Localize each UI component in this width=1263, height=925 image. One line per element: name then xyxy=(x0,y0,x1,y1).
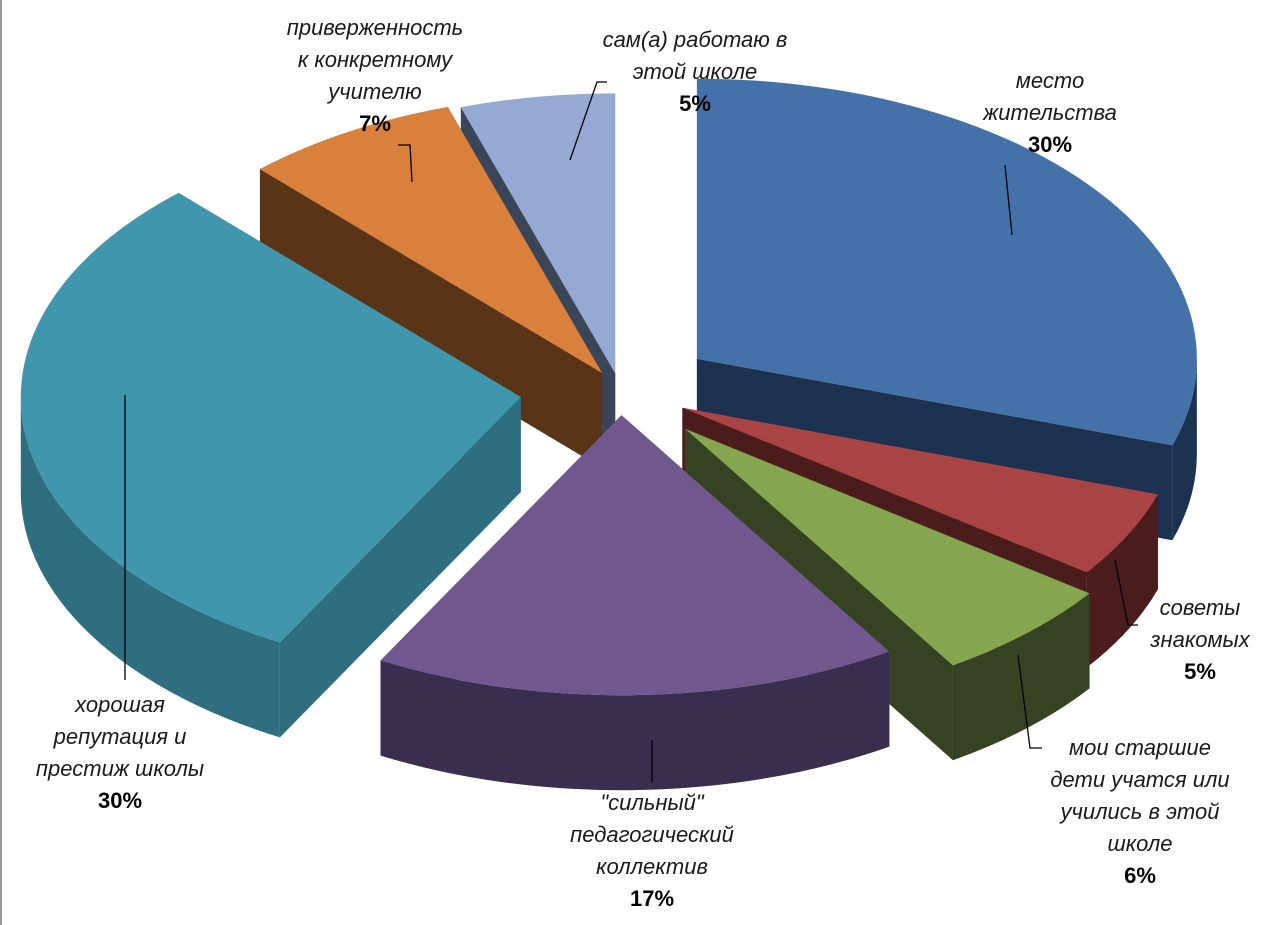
slice-label-text-4-1: репутация и xyxy=(53,724,187,749)
pie-slice-wall-5-0 xyxy=(259,169,603,469)
pie-slice-top-хорошая-репутация-и-престиж-школы xyxy=(20,192,521,643)
pie-slice-rim-1-0 xyxy=(1086,494,1158,668)
slice-label-text-0-0: место xyxy=(1016,68,1084,93)
slice-label-text-6-0: сам(а) работаю в xyxy=(603,27,788,52)
slice-label-text-3-2: коллектив xyxy=(596,854,708,879)
slice-percent-0: 30% xyxy=(1028,132,1072,157)
pie-slice-top-советы-знакомых xyxy=(682,407,1158,573)
slice-label-text-2-0: мои старшие xyxy=(1069,735,1211,760)
slice-label-text-4-2: престиж школы xyxy=(36,756,204,781)
pie-slice-3 xyxy=(380,415,890,791)
slice-label-text-5-2: учителю xyxy=(326,79,421,104)
pie-slice-top-приверженность-к-конкретному-учителю xyxy=(259,106,603,374)
leader-line-5 xyxy=(398,144,413,183)
pie-slice-top-место-жительства xyxy=(696,78,1197,446)
slice-label-text-5-1: к конкретному xyxy=(298,47,454,72)
leader-line-2 xyxy=(1017,654,1042,749)
slice-percent-4: 30% xyxy=(98,788,142,813)
pie-slice-top-сам-а-работаю-в-этой-школе xyxy=(460,93,616,374)
leader-line-1 xyxy=(1114,559,1138,626)
pie-slice-4 xyxy=(20,192,521,738)
chart-frame-border xyxy=(0,0,2,925)
pie-slice-rim-4-0 xyxy=(20,397,280,738)
data-label-5: приверженность к конкретному учителю 7% xyxy=(287,15,464,183)
slice-label-text-4-0: хорошая xyxy=(74,692,165,717)
slice-percent-2: 6% xyxy=(1124,863,1156,888)
data-label-4: хорошая репутация и престиж школы 30% xyxy=(36,395,204,813)
slice-percent-6: 5% xyxy=(679,91,711,116)
pie-slice-rim-3-0 xyxy=(380,651,890,791)
slice-label-text-2-2: учились в этой xyxy=(1059,799,1220,824)
pie-slice-top-мои-старшие-дети-учатся-или-учились-в-этой-школе xyxy=(685,428,1090,666)
slice-percent-5: 7% xyxy=(359,111,391,136)
slice-label-text-2-1: дети учатся или xyxy=(1050,767,1229,792)
slice-label-text-3-1: педагогический xyxy=(570,822,734,847)
slice-label-text-1-0: советы xyxy=(1160,595,1241,620)
data-label-1: советы знакомых 5% xyxy=(1114,559,1251,684)
data-label-2: мои старшие дети учатся или учились в этой… xyxy=(1017,654,1230,888)
leader-line-6 xyxy=(569,81,607,161)
pie-slice-rim-0-0 xyxy=(1172,358,1197,541)
pie-slice-top-сильный-педагогический-коллектив xyxy=(380,415,890,696)
data-label-0: место жительства 30% xyxy=(982,68,1117,236)
leader-line-0 xyxy=(1004,164,1013,236)
pie-slice-wall-4-0 xyxy=(279,397,521,738)
slice-percent-1: 5% xyxy=(1184,659,1216,684)
slice-label-text-0-1: жительства xyxy=(982,100,1117,125)
slice-label-text-6-1: этой школе xyxy=(633,59,758,84)
data-label-6: сам(а) работаю в этой школе 5% xyxy=(569,27,788,161)
pie-slice-5 xyxy=(259,106,603,469)
slice-percent-3: 17% xyxy=(630,886,674,911)
slice-label-text-5-0: приверженность xyxy=(287,15,464,40)
slice-label-text-1-1: знакомых xyxy=(1149,627,1250,652)
slice-label-text-2-3: школе xyxy=(1107,831,1172,856)
slice-label-text-3-0: "сильный" xyxy=(600,790,705,815)
data-label-3: "сильный" педагогический коллектив 17% xyxy=(570,740,734,911)
